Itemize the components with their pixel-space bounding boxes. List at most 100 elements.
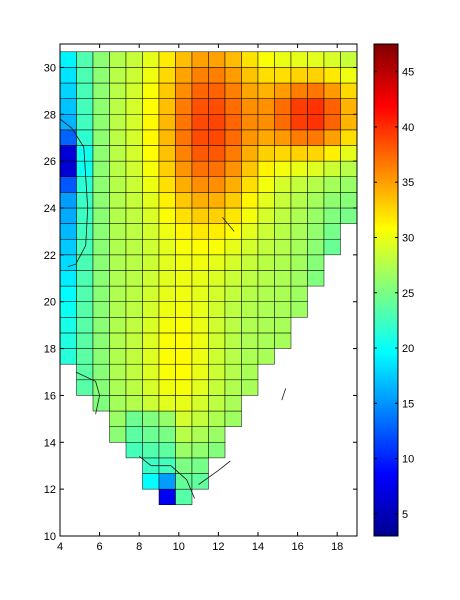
heatmap-cell <box>208 114 226 131</box>
heatmap-cell <box>191 363 209 381</box>
heatmap-cell <box>274 207 292 224</box>
heatmap-cell <box>224 348 242 365</box>
heatmap-cell <box>125 317 143 334</box>
heatmap-cell <box>191 442 209 459</box>
heatmap-cell <box>109 176 127 193</box>
heatmap-cell <box>224 301 242 318</box>
heatmap-cell <box>175 379 193 396</box>
heatmap-cell <box>191 379 209 396</box>
heatmap-cell <box>290 51 308 68</box>
heatmap-cell <box>224 317 242 334</box>
heatmap-cell <box>109 160 127 177</box>
heatmap-cell <box>142 332 160 349</box>
heatmap-cell <box>158 114 176 131</box>
heatmap-cell <box>257 98 275 115</box>
heatmap-cell <box>158 395 176 412</box>
heatmap-cell <box>125 426 143 443</box>
heatmap-cell <box>307 98 325 115</box>
heatmap-cell <box>92 51 110 68</box>
heatmap-cell <box>92 270 110 287</box>
heatmap-cell <box>76 270 94 287</box>
heatmap-cell <box>224 395 242 412</box>
heatmap-cell <box>274 301 292 318</box>
heatmap-cell <box>274 51 292 68</box>
heatmap-cell <box>109 363 127 381</box>
heatmap-cell <box>59 317 77 334</box>
heatmap-cell <box>290 67 308 84</box>
heatmap-cell <box>290 254 308 271</box>
heatmap-cell <box>340 145 358 162</box>
x-tick-label: 4 <box>57 541 63 553</box>
heatmap-cell <box>208 301 226 318</box>
heatmap-cell <box>142 192 160 209</box>
heatmap-cell <box>158 301 176 318</box>
y-axis: 10 12 14 16 18 20 22 24 26 28 30 <box>44 62 64 543</box>
heatmap-cell <box>92 114 110 131</box>
heatmap-cell <box>125 270 143 287</box>
x-tick-label: 10 <box>173 541 185 553</box>
heatmap-cell <box>323 98 341 115</box>
heatmap-cell <box>208 82 226 99</box>
heatmap-cell <box>323 82 341 99</box>
heatmap-cell <box>92 285 110 302</box>
heatmap-cell <box>175 129 193 146</box>
heatmap-cell <box>208 145 226 162</box>
heatmap-cell <box>224 363 242 381</box>
heatmap-cell <box>208 254 226 271</box>
heatmap-cell <box>257 207 275 224</box>
heatmap-cell <box>109 285 127 302</box>
heatmap-cell <box>224 67 242 84</box>
heatmap-cell <box>158 488 176 506</box>
heatmap-cell <box>125 379 143 396</box>
heatmap-cell <box>175 301 193 318</box>
heatmap-cell <box>109 317 127 334</box>
heatmap-cell <box>191 410 209 427</box>
heatmap-cell <box>307 82 325 99</box>
heatmap-cell <box>274 98 292 115</box>
heatmap-cell <box>92 223 110 240</box>
heatmap-cell <box>257 285 275 302</box>
heatmap-cell <box>158 82 176 99</box>
heatmap-cell <box>340 98 358 115</box>
heatmap-cell <box>224 379 242 396</box>
contour-line <box>75 371 101 415</box>
heatmap-cell <box>158 348 176 365</box>
heatmap-cell <box>92 192 110 209</box>
heatmap-cell <box>307 223 325 240</box>
x-tick-label: 8 <box>136 541 142 553</box>
heatmap-cell <box>76 192 94 209</box>
plot-frame <box>59 43 358 537</box>
heatmap-cell <box>109 238 127 256</box>
heatmap-cell <box>323 238 341 256</box>
heatmap-cell <box>340 114 358 131</box>
heatmap-cell <box>175 114 193 131</box>
contour-lines <box>59 118 287 499</box>
y-tick-label: 30 <box>44 62 56 74</box>
heatmap-cell <box>76 207 94 224</box>
heatmap-cell <box>224 114 242 131</box>
heatmap-cell <box>76 176 94 193</box>
heatmap-cell <box>191 473 209 490</box>
heatmap-cell <box>241 348 259 365</box>
heatmap-cell <box>92 67 110 84</box>
heatmap-cell <box>208 176 226 193</box>
heatmap-cell <box>191 192 209 209</box>
heatmap-cell <box>241 285 259 302</box>
heatmap-cell <box>208 98 226 115</box>
heatmap-cell <box>158 129 176 146</box>
heatmap-cell <box>241 145 259 162</box>
heatmap-cell <box>290 129 308 146</box>
y-tick-label: 12 <box>44 484 56 496</box>
heatmap-cell <box>274 223 292 240</box>
heatmap-cell <box>59 207 77 224</box>
heatmap-cell <box>323 207 341 224</box>
heatmap-cell <box>191 223 209 240</box>
heatmap-cell <box>125 254 143 271</box>
heatmap-cell <box>257 82 275 99</box>
heatmap-cell <box>125 207 143 224</box>
heatmap-cell <box>175 488 193 506</box>
heatmap-cell <box>191 348 209 365</box>
y-tick-label: 16 <box>44 390 56 402</box>
x-axis: 4 6 8 10 12 14 16 18 <box>57 44 343 553</box>
heatmap-cell <box>340 207 358 224</box>
